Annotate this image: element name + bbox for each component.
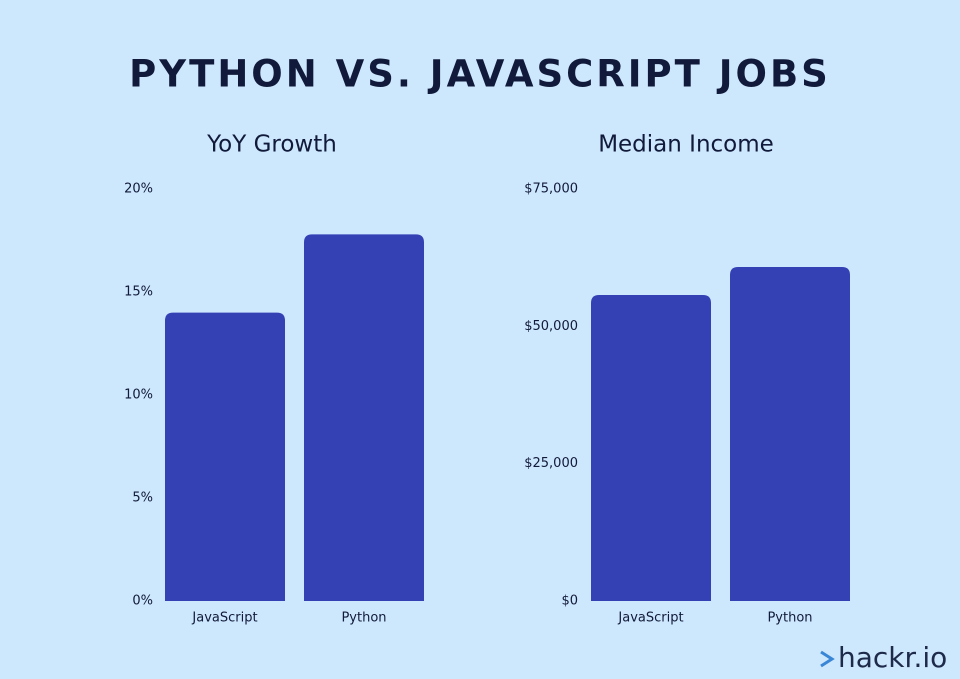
x-tick-label: Python [341, 611, 386, 626]
page-title: PYTHON VS. JAVASCRIPT JOBS [129, 53, 831, 96]
logo: hackr.io [838, 641, 947, 674]
y-tick-label: 20% [124, 182, 153, 197]
bar [591, 295, 711, 601]
x-tick-label: JavaScript [191, 611, 257, 626]
y-tick-label: 15% [124, 285, 153, 300]
bar [730, 267, 850, 601]
y-tick-label: 5% [132, 491, 153, 506]
y-tick-label: 10% [124, 388, 153, 403]
bar [304, 234, 424, 601]
x-tick-label: JavaScript [617, 611, 683, 626]
chart-title: Median Income [598, 132, 774, 158]
x-tick-label: Python [767, 611, 812, 626]
chart-title: YoY Growth [206, 132, 337, 158]
y-tick-label: 0% [132, 594, 153, 609]
y-tick-label: $75,000 [524, 182, 578, 197]
logo-icon [820, 650, 835, 668]
y-tick-label: $25,000 [524, 456, 578, 471]
bar [165, 312, 285, 601]
y-tick-label: $50,000 [524, 319, 578, 334]
y-tick-label: $0 [561, 594, 578, 609]
